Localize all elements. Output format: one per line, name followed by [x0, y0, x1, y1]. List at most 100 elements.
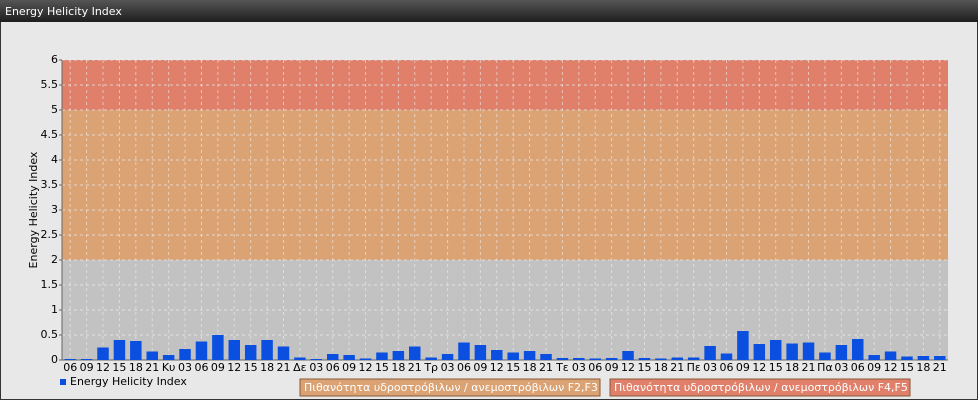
- bar: [638, 358, 651, 360]
- x-tick-label: 06: [457, 361, 471, 374]
- x-tick-label: 21: [933, 361, 947, 374]
- y-tick-label: 0.5: [41, 328, 59, 341]
- bar: [507, 352, 519, 360]
- bar: [622, 351, 634, 360]
- bar: [769, 340, 782, 360]
- bar: [573, 358, 585, 360]
- band-legend-label: Πιθανότητα υδροστρόβιλων / ανεμοστρόβιλω…: [304, 381, 598, 394]
- band-legend-box: [609, 378, 911, 397]
- y-tick-label: 3.5: [41, 178, 59, 191]
- bar: [540, 354, 552, 360]
- bar: [425, 357, 437, 360]
- y-tick-label: 0: [51, 353, 58, 366]
- x-tick-label: Τρ: [423, 361, 438, 374]
- x-tick-label: 15: [244, 361, 258, 374]
- x-tick-label: 15: [769, 361, 783, 374]
- x-tick-label: 12: [490, 361, 504, 374]
- bar: [228, 340, 241, 360]
- bar: [737, 331, 749, 360]
- x-tick-label: 18: [523, 361, 537, 374]
- x-tick-label: 06: [194, 361, 208, 374]
- bar: [195, 341, 208, 360]
- bar: [589, 358, 601, 360]
- y-tick-label: 4.5: [41, 128, 59, 141]
- bar: [261, 340, 273, 360]
- bar: [523, 351, 536, 360]
- bar: [852, 339, 864, 360]
- x-tick-label: 09: [342, 361, 356, 374]
- bar: [162, 355, 175, 360]
- x-tick-label: 18: [654, 361, 668, 374]
- bar: [819, 352, 831, 360]
- bar: [409, 346, 421, 360]
- bar: [343, 355, 355, 360]
- x-tick-label: 18: [391, 361, 405, 374]
- x-tick-label: 15: [112, 361, 126, 374]
- bar: [917, 356, 930, 360]
- y-tick-label: 5: [51, 103, 58, 116]
- x-tick-label: 03: [178, 361, 192, 374]
- y-tick-label: 1: [51, 303, 58, 316]
- x-tick-label: 12: [227, 361, 241, 374]
- header: [0, 0, 978, 22]
- x-tick-label: 21: [408, 361, 422, 374]
- x-tick-label: 12: [752, 361, 766, 374]
- x-tick-label: 15: [900, 361, 914, 374]
- x-tick-label: Πα: [817, 361, 833, 374]
- band-legend-box: [299, 378, 601, 397]
- bar: [326, 354, 339, 360]
- x-tick-label: 03: [309, 361, 323, 374]
- bar: [64, 359, 76, 360]
- x-tick-label: 03: [572, 361, 586, 374]
- bar: [802, 342, 815, 360]
- x-tick-label: 06: [326, 361, 340, 374]
- bar: [868, 355, 880, 360]
- bar: [704, 346, 716, 360]
- bar: [212, 335, 224, 360]
- x-tick-label: 09: [473, 361, 487, 374]
- bar: [179, 349, 191, 360]
- bar: [80, 359, 93, 360]
- bar: [901, 356, 913, 360]
- x-tick-label: 15: [637, 361, 651, 374]
- x-tick-label: 18: [129, 361, 143, 374]
- bar: [294, 357, 306, 360]
- x-tick-label: 15: [375, 361, 389, 374]
- x-tick-label: 12: [884, 361, 898, 374]
- bar: [130, 341, 142, 360]
- x-tick-label: Κυ: [162, 361, 176, 374]
- x-tick-label: 18: [916, 361, 930, 374]
- band-legend-label: Πιθανότητα υδροστρόβιλων / ανεμοστρόβιλω…: [614, 381, 908, 394]
- header-title: Energy Helicity Index: [5, 5, 122, 18]
- x-tick-label: 03: [703, 361, 717, 374]
- bar: [753, 344, 766, 360]
- x-tick-label: 12: [359, 361, 373, 374]
- x-tick-label: Δε: [293, 361, 307, 374]
- x-tick-label: 18: [260, 361, 274, 374]
- bar: [458, 342, 470, 360]
- bar: [97, 347, 109, 360]
- bar: [244, 345, 257, 360]
- bar: [474, 345, 487, 360]
- x-tick-label: 09: [736, 361, 750, 374]
- legend-label: Energy Helicity Index: [70, 375, 187, 388]
- bar: [146, 351, 158, 360]
- x-tick-label: 06: [588, 361, 602, 374]
- bar: [720, 353, 733, 360]
- x-tick-label: Πε: [687, 361, 701, 374]
- x-tick-label: 21: [802, 361, 816, 374]
- x-tick-label: Τε: [555, 361, 569, 374]
- bar: [835, 345, 848, 360]
- bar: [310, 359, 323, 360]
- y-tick-label: 2.5: [41, 228, 59, 241]
- bar: [786, 343, 798, 360]
- bar: [605, 358, 618, 360]
- bar: [671, 357, 684, 360]
- x-tick-label: 03: [441, 361, 455, 374]
- bar: [113, 340, 126, 360]
- bar: [441, 354, 454, 360]
- y-tick-label: 6: [51, 53, 58, 66]
- bar: [359, 358, 372, 360]
